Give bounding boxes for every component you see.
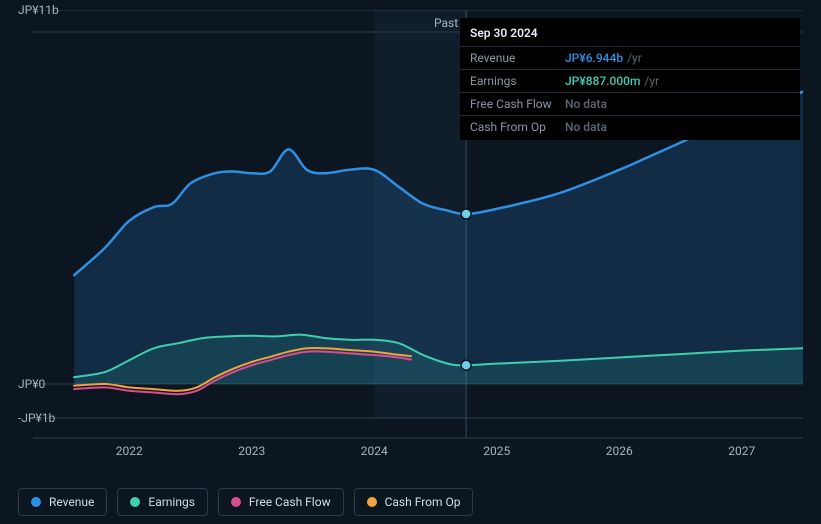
y-axis-label: JP¥11b	[18, 3, 59, 17]
chart-tooltip: Sep 30 2024 RevenueJP¥6.944b/yrEarningsJ…	[460, 18, 800, 140]
legend-swatch	[231, 497, 241, 507]
tooltip-row-unit: /yr	[644, 74, 659, 88]
x-axis-label: 2023	[238, 444, 265, 458]
legend-label: Earnings	[148, 495, 195, 509]
tooltip-row-value: No data	[565, 120, 607, 134]
legend-item-fcf[interactable]: Free Cash Flow	[218, 488, 344, 516]
tooltip-row: RevenueJP¥6.944b/yr	[460, 46, 800, 69]
x-axis-label: 2024	[361, 444, 388, 458]
x-axis-label: 2027	[728, 444, 755, 458]
tooltip-row-value: JP¥887.000m	[565, 74, 640, 88]
tooltip-row-label: Earnings	[470, 74, 565, 88]
legend-item-revenue[interactable]: Revenue	[18, 488, 107, 516]
tooltip-row-label: Cash From Op	[470, 120, 565, 134]
chart-legend: Revenue Earnings Free Cash Flow Cash From O…	[18, 488, 473, 516]
x-axis-label: 2026	[606, 444, 633, 458]
tooltip-row-value: No data	[565, 97, 607, 111]
tooltip-row: Cash From OpNo data	[460, 115, 800, 138]
tooltip-row: Free Cash FlowNo data	[460, 92, 800, 115]
legend-item-cfo[interactable]: Cash From Op	[354, 488, 474, 516]
legend-swatch	[130, 497, 140, 507]
y-axis-label: JP¥0	[18, 377, 45, 391]
y-axis-label: -JP¥1b	[18, 411, 55, 425]
legend-label: Revenue	[49, 495, 94, 509]
section-label-past: Past	[434, 16, 458, 30]
tooltip-date: Sep 30 2024	[460, 26, 800, 46]
legend-swatch	[367, 497, 377, 507]
legend-swatch	[31, 497, 41, 507]
legend-label: Free Cash Flow	[249, 495, 331, 509]
x-axis-label: 2022	[116, 444, 143, 458]
legend-item-earnings[interactable]: Earnings	[117, 488, 208, 516]
legend-label: Cash From Op	[385, 495, 461, 509]
tooltip-row-label: Revenue	[470, 51, 565, 65]
tooltip-row: EarningsJP¥887.000m/yr	[460, 69, 800, 92]
tooltip-row-label: Free Cash Flow	[470, 97, 565, 111]
tooltip-row-value: JP¥6.944b	[565, 51, 623, 65]
x-axis-label: 2025	[483, 444, 510, 458]
tooltip-row-unit: /yr	[627, 51, 642, 65]
